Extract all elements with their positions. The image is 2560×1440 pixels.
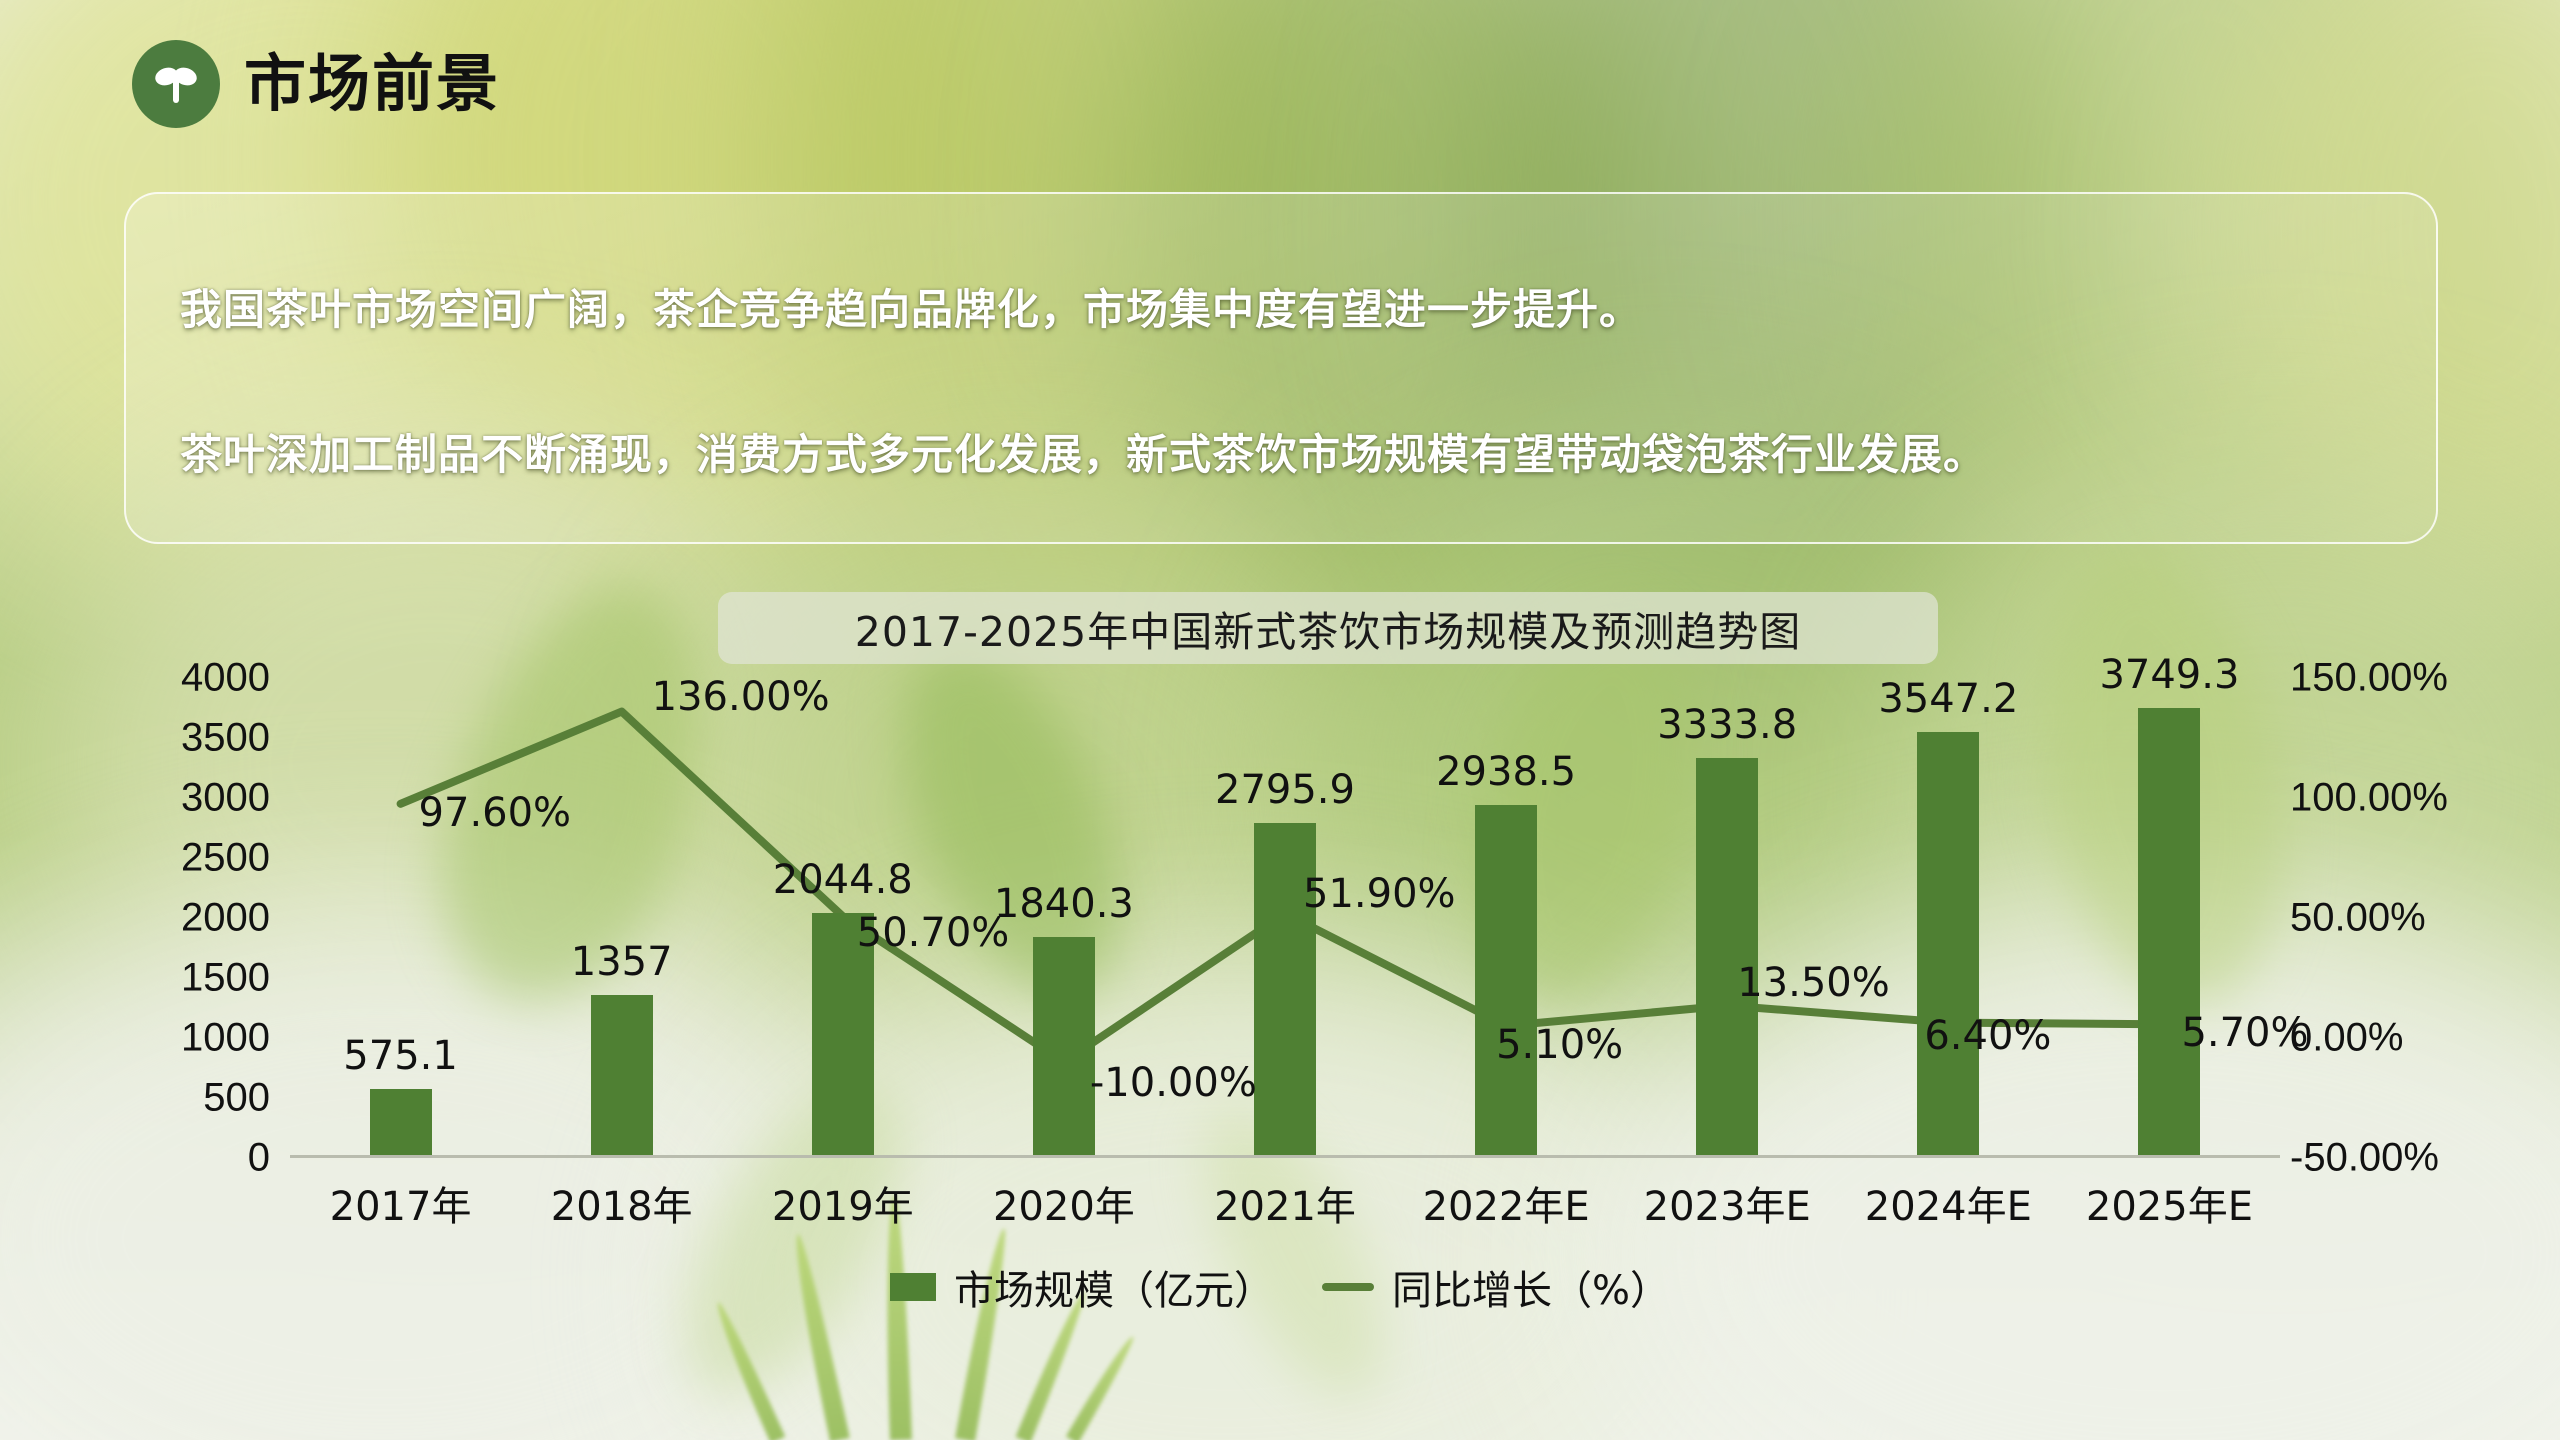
x-axis-labels: 2017年 2018年 2019年 2020年 2021年 2022年E 2023年E 202… — [290, 1174, 2280, 1234]
y-left-tick: 3500 — [181, 715, 270, 760]
bar-slot[interactable]: 2044.8 — [732, 678, 953, 1158]
y-left-tick: 500 — [203, 1075, 270, 1120]
chart-title-pill: 2017-2025年中国新式茶饮市场规模及预测趋势图 — [718, 592, 1938, 664]
bar-value-label: 2795.9 — [1215, 766, 1355, 813]
x-axis-line — [290, 1155, 2280, 1158]
line-value-label: 5.70% — [2181, 1010, 2309, 1057]
bar-value-label: 575.1 — [343, 1033, 458, 1079]
y-right-tick: 150.00% — [2290, 655, 2448, 700]
callout-line-2: 茶叶深加工制品不断涌现，消费方式多元化发展，新式茶饮市场规模有望带动袋泡茶行业发… — [180, 430, 1987, 479]
bar[interactable] — [1917, 732, 1980, 1158]
y-right-tick: 50.00% — [2290, 895, 2426, 940]
y-left-tick: 0 — [247, 1135, 270, 1180]
line-value-label: -10.00% — [1089, 1060, 1257, 1106]
bar[interactable] — [1696, 757, 1759, 1158]
bar-value-label: 3333.8 — [1657, 701, 1798, 748]
x-axis-tick: 2025年E — [2085, 1184, 2253, 1230]
x-axis-tick: 2018年 — [550, 1184, 693, 1230]
x-axis-tick: 2020年 — [992, 1184, 1135, 1230]
y-axis-left: 4000 3500 3000 2500 2000 1500 1000 500 0 — [110, 656, 270, 1180]
legend-item-bar: 市场规模（亿元） — [889, 1258, 1274, 1316]
bar-slot[interactable]: 2938.5 — [1396, 678, 1617, 1158]
line-value-label: 51.90% — [1303, 871, 1456, 918]
legend-swatch-line-icon — [1321, 1283, 1374, 1291]
legend-label-line: 同比增长（%） — [1391, 1268, 1670, 1314]
bar-slot[interactable]: 3333.8 — [1617, 678, 1838, 1158]
bar[interactable] — [2138, 708, 2201, 1158]
bar-value-label: 2044.8 — [772, 856, 913, 903]
x-axis-tick: 2024年E — [1864, 1184, 2032, 1230]
bar-slot[interactable]: 3547.2 — [1838, 676, 2059, 1158]
plot-area-wrapper: 4000 3500 3000 2500 2000 1500 1000 500 0 150.00%… — [0, 652, 2560, 1314]
bar-value-label: 3749.3 — [2099, 652, 2240, 699]
y-right-tick: 0.00% — [2290, 1015, 2404, 1060]
callout-line-1: 我国茶叶市场空间广阔，茶企竞争趋向品牌化，市场集中度有望进一步提升。 — [180, 285, 1643, 334]
x-axis-tick: 2019年 — [771, 1184, 914, 1230]
bar-value-label: 2938.5 — [1436, 749, 1577, 796]
bar[interactable] — [1032, 937, 1095, 1158]
line-value-label: 6.40% — [1924, 1012, 2052, 1059]
line-value-label: 50.70% — [856, 910, 1010, 957]
line-value-label: 97.60% — [418, 789, 572, 836]
page-title: 市场前景 — [244, 47, 501, 120]
legend-item-line: 同比增长（%） — [1321, 1258, 1670, 1316]
y-axis-right: 150.00% 100.00% 50.00% 0.00% -50.00% — [2290, 656, 2550, 1180]
summary-callout-card: 我国茶叶市场空间广阔，茶企竞争趋向品牌化，市场集中度有望进一步提升。 茶叶深加工… — [124, 192, 2438, 544]
bar[interactable] — [811, 912, 874, 1158]
chart-container: 2017-2025年中国新式茶饮市场规模及预测趋势图 4000 3500 3000 2… — [0, 584, 2560, 1384]
x-axis-tick: 2021年 — [1214, 1184, 1356, 1230]
y-right-tick: 100.00% — [2290, 775, 2448, 820]
x-axis-tick: 2023年E — [1643, 1184, 1811, 1230]
bar[interactable] — [369, 1089, 432, 1158]
line-value-label: 136.00% — [651, 673, 830, 720]
y-left-tick: 4000 — [181, 655, 270, 700]
x-axis-tick: 2022年E — [1422, 1184, 1590, 1230]
bar-slot[interactable]: 575.1 — [290, 678, 511, 1158]
bar-value-label: 3547.2 — [1878, 676, 2019, 723]
bar-value-label: 1357 — [570, 939, 673, 986]
y-left-tick: 2000 — [181, 895, 270, 940]
plot-area: 575.1 1357 2044.8 1840.3 2795.9 2938.5 3333.8 3… — [290, 652, 2309, 1158]
y-left-tick: 1000 — [181, 1015, 270, 1060]
bar-value-label: 1840.3 — [993, 881, 1134, 928]
line-value-label: 5.10% — [1496, 1021, 1624, 1068]
legend-swatch-bar-icon — [889, 1273, 936, 1301]
bar-slot[interactable]: 1840.3 — [953, 678, 1174, 1158]
y-left-tick: 2500 — [181, 835, 270, 880]
bar[interactable] — [1475, 805, 1538, 1158]
x-axis-tick: 2017年 — [329, 1184, 472, 1230]
y-left-tick: 1500 — [181, 955, 270, 1000]
bar-slot[interactable]: 3749.3 — [2059, 652, 2280, 1158]
bar-slot[interactable]: 2795.9 — [1174, 678, 1395, 1158]
y-left-tick: 3000 — [181, 775, 270, 820]
bar-slot[interactable]: 1357 — [511, 678, 732, 1158]
y-right-tick: -50.00% — [2290, 1135, 2439, 1180]
chart-legend: 市场规模（亿元） 同比增长（%） — [0, 1258, 2560, 1316]
bar[interactable] — [1253, 822, 1316, 1158]
chart-title: 2017-2025年中国新式茶饮市场规模及预测趋势图 — [854, 608, 1802, 656]
line-value-label: 13.50% — [1737, 959, 1890, 1006]
bar[interactable] — [590, 995, 653, 1158]
legend-label-bar: 市场规模（亿元） — [953, 1268, 1274, 1314]
page-header: 市场前景 — [132, 40, 500, 128]
sprout-icon — [132, 40, 220, 128]
